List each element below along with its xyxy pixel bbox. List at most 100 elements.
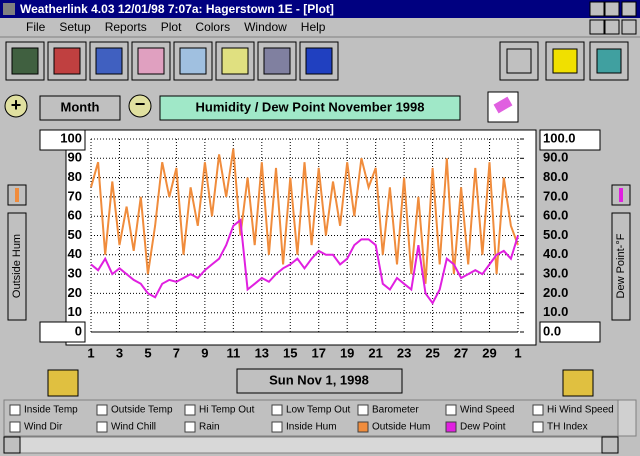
legend-checkbox[interactable]: [184, 421, 196, 433]
app-icon: [3, 3, 15, 15]
y2-axis-button[interactable]: [611, 212, 631, 321]
eraser-icon: [493, 96, 513, 114]
x-tick-label: 29: [482, 345, 496, 360]
series-line: [90, 218, 519, 305]
minimize[interactable]: [589, 1, 605, 17]
y2-tick-label: 10.0: [543, 304, 568, 319]
y2-tick-label: 30.0: [543, 266, 568, 281]
legend-label: Low Temp Out: [286, 405, 351, 416]
menu-item[interactable]: File: [26, 20, 46, 34]
legend-checkbox[interactable]: [96, 404, 108, 416]
y-tick-label: 30: [68, 266, 82, 281]
y2-tick-label: 70.0: [543, 188, 568, 203]
menu-item[interactable]: Colors: [195, 20, 230, 34]
x-tick-label: 13: [255, 345, 269, 360]
legend-checkbox[interactable]: [532, 421, 544, 433]
plot-controls: + Month − Humidity / Dew Point November …: [4, 91, 519, 123]
y2-axis-label: Dew Point-°F: [615, 233, 627, 298]
scroll-left[interactable]: [3, 436, 21, 454]
y-tick-label: 100: [60, 130, 82, 145]
plot-title: Humidity / Dew Point November 1998: [195, 99, 424, 114]
menu-item[interactable]: Reports: [105, 20, 147, 34]
maximize[interactable]: [604, 1, 620, 17]
legend-label: TH Index: [547, 422, 588, 433]
legend-checkbox[interactable]: [9, 421, 21, 433]
menu-item[interactable]: Window: [244, 20, 287, 34]
menu-item[interactable]: Help: [301, 20, 326, 34]
y2max-box: [539, 129, 601, 151]
legend-label: Hi Wind Speed: [547, 405, 614, 416]
vertical-scrollbar[interactable]: [617, 399, 637, 437]
child-restore[interactable]: [604, 19, 620, 35]
legend-label: Barometer: [372, 405, 419, 416]
zoom-out[interactable]: [128, 94, 152, 118]
menu-item[interactable]: Plot: [161, 20, 182, 34]
toolbar-icon: [137, 47, 165, 75]
y-tick-label: 70: [68, 188, 82, 203]
y-axis-button[interactable]: [7, 212, 27, 321]
legend-checkbox[interactable]: [9, 404, 21, 416]
legend-checkbox[interactable]: [445, 404, 457, 416]
x-tick-label: 1: [87, 345, 94, 360]
child-close[interactable]: [621, 19, 637, 35]
toolbar-icon: [305, 47, 333, 75]
y-tick-label: 0: [75, 323, 82, 338]
y-tick-label: 20: [68, 285, 82, 300]
x-tick-label: 19: [340, 345, 354, 360]
x-tick-label: 15: [283, 345, 297, 360]
lock-right[interactable]: [562, 369, 594, 397]
y-tick-label: 90: [68, 150, 82, 165]
x-tick-label: 9: [201, 345, 208, 360]
y-tick-label: 60: [68, 208, 82, 223]
legend-checkbox[interactable]: [532, 404, 544, 416]
legend-checkbox[interactable]: [445, 421, 457, 433]
x-tick-label: 1: [514, 345, 521, 360]
horizontal-scrollbar[interactable]: [3, 436, 619, 454]
legend-checkbox[interactable]: [357, 421, 369, 433]
legend-checkbox[interactable]: [184, 404, 196, 416]
x-tick-label: 17: [311, 345, 325, 360]
y2-tick-label: 90.0: [543, 150, 568, 165]
period-button[interactable]: [39, 95, 121, 121]
zoom-in[interactable]: [4, 94, 28, 118]
scroll-right[interactable]: [601, 436, 619, 454]
y2-tick-label: 20.0: [543, 285, 568, 300]
child-minimize[interactable]: [589, 19, 605, 35]
toolbar-icon: [11, 47, 39, 75]
toolbar-icon: [179, 47, 207, 75]
legend-label: Dew Point: [460, 422, 506, 433]
legend: Inside Temp Outside Temp Hi Temp Out Low Te…: [9, 404, 614, 433]
toolbar-icon: [263, 47, 291, 75]
legend-checkbox[interactable]: [96, 421, 108, 433]
toolbar-icon: [221, 47, 249, 75]
legend-checkbox[interactable]: [271, 421, 283, 433]
x-tick-label: 11: [226, 345, 240, 360]
window-title: Weatherlink 4.03 12/01/98 7:07a: Hagerst…: [20, 2, 334, 16]
x-tick-label: 27: [454, 345, 468, 360]
legend-label: Outside Temp: [111, 405, 173, 416]
toolbar-icon: [506, 48, 532, 74]
zoom-in-icon: +: [11, 95, 22, 115]
x-tick-label: 25: [425, 345, 439, 360]
lock-left[interactable]: [47, 369, 79, 397]
y-tick-label: 40: [68, 246, 82, 261]
close[interactable]: [621, 1, 637, 17]
legend-checkbox[interactable]: [357, 404, 369, 416]
legend-label: Inside Hum: [286, 422, 337, 433]
y2min-box: [539, 321, 601, 343]
title-buttons[interactable]: [589, 1, 637, 35]
toolbar-icon: [53, 47, 81, 75]
toolbar-icon: [95, 47, 123, 75]
ymax-box: [39, 129, 86, 151]
menu-item[interactable]: Setup: [59, 20, 91, 34]
legend-label: Rain: [199, 422, 220, 433]
y2-tick-label: 80.0: [543, 169, 568, 184]
legend-checkbox[interactable]: [271, 404, 283, 416]
y2-tick-label: 0.0: [543, 323, 561, 338]
y-tick-label: 80: [68, 169, 82, 184]
y-tick-label: 50: [68, 227, 82, 242]
date-button[interactable]: [236, 368, 403, 394]
x-tick-label: 7: [173, 345, 180, 360]
toolbar-icon: [596, 48, 622, 74]
